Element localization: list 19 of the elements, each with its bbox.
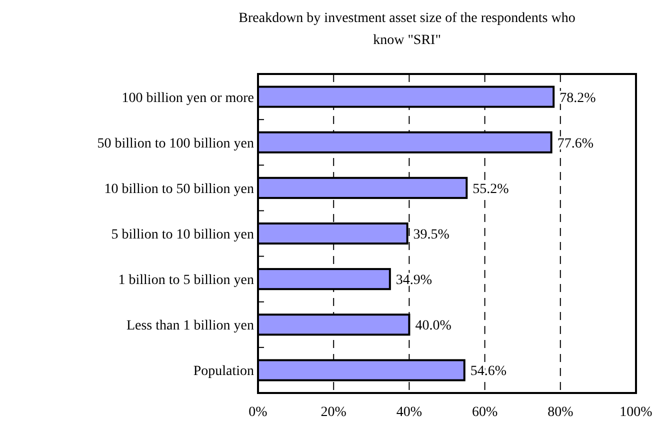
y-tick-label: Less than 1 billion yen: [126, 318, 254, 334]
x-tick-label: 0%: [248, 405, 268, 420]
y-tick-label: Population: [193, 364, 254, 380]
y-tick-label: 10 billion to 50 billion yen: [104, 182, 254, 197]
x-tick-label: 40%: [396, 405, 422, 420]
x-tick-label: 80%: [548, 405, 574, 420]
x-tick-label: 100%: [620, 405, 653, 420]
data-label: 78.2%: [560, 90, 596, 106]
y-tick-label: 100 billion yen or more: [122, 90, 254, 106]
y-tick-label: 1 billion to 5 billion yen: [118, 273, 254, 288]
y-tick-label: 50 billion to 100 billion yen: [97, 136, 254, 152]
y-tick-label: 5 billion to 10 billion yen: [111, 228, 254, 242]
data-label: 77.6%: [557, 136, 594, 152]
data-label: 34.9%: [396, 273, 432, 288]
chart-title: Breakdown by investment asset size of the respondents who know "SRI": [238, 11, 576, 48]
x-tick-label: 20%: [320, 405, 347, 420]
data-label: 39.5%: [413, 228, 450, 242]
x-tick-label: 60%: [472, 405, 498, 420]
data-label: 40.0%: [415, 318, 452, 334]
